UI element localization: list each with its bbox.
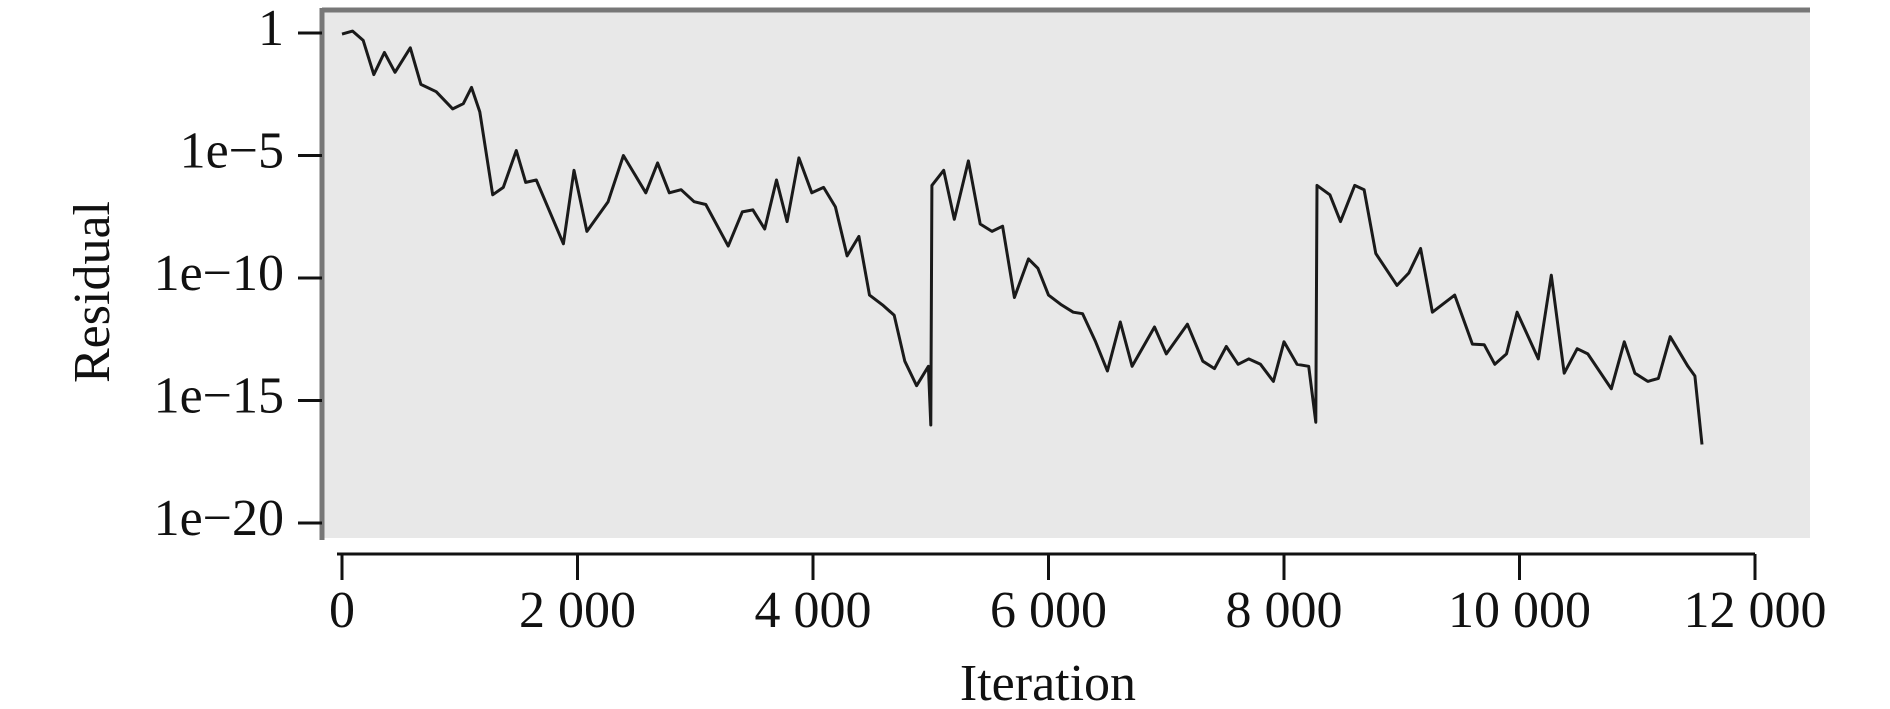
x-tick-label: 12 000 [1684, 582, 1827, 639]
x-tick-label: 6 000 [990, 582, 1107, 639]
plot-area [322, 10, 1810, 538]
residual-line [341, 29, 1704, 445]
y-tick-label: 1e−10 [154, 245, 284, 302]
y-tick-label: 1e−20 [154, 490, 284, 547]
x-tick-label: 0 [329, 582, 355, 639]
x-tick-label: 2 000 [519, 582, 636, 639]
y-axis-label: Residual [64, 201, 121, 383]
x-tick-label: 8 000 [1226, 582, 1343, 639]
y-tick-label: 1e−5 [180, 122, 284, 179]
x-tick-label: 4 000 [755, 582, 872, 639]
y-tick-label: 1 [258, 0, 284, 57]
x-axis-label: Iteration [960, 655, 1136, 709]
y-tick-label: 1e−15 [154, 367, 284, 424]
x-tick-label: 10 000 [1448, 582, 1591, 639]
